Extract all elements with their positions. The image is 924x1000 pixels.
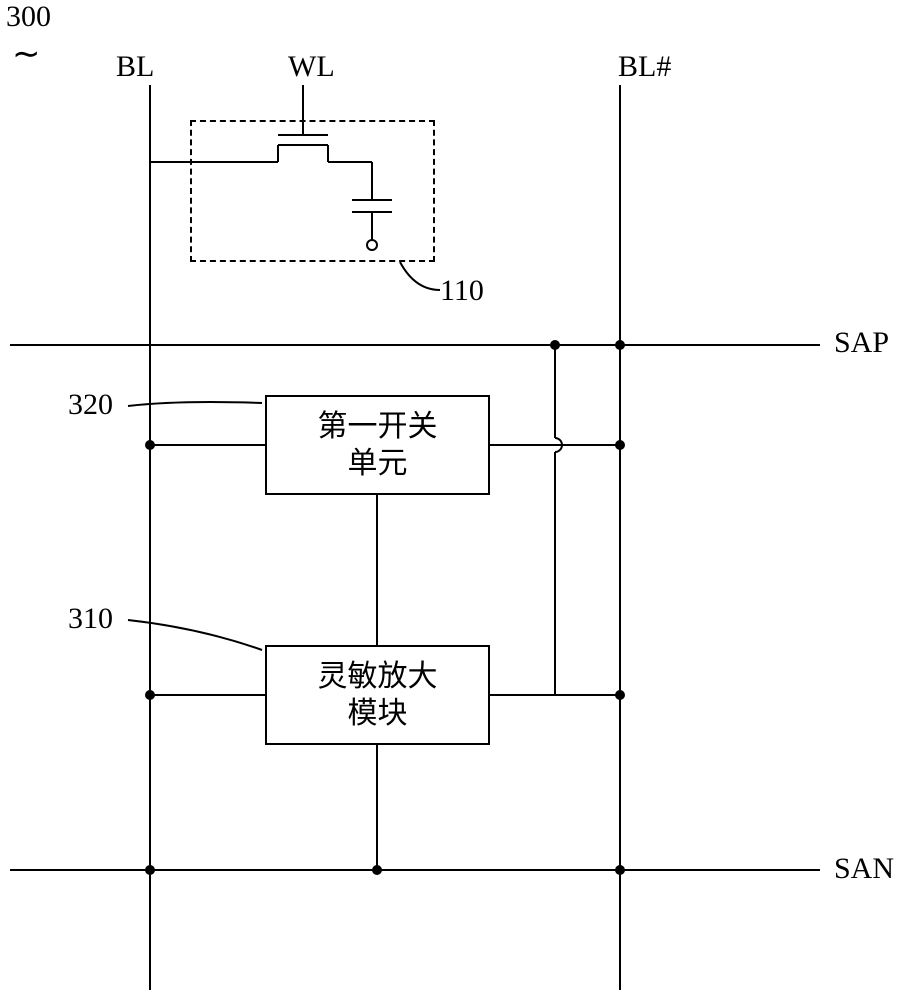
node-blc-sw bbox=[615, 440, 625, 450]
cap-terminal-circle bbox=[367, 240, 377, 250]
leader-320 bbox=[128, 402, 262, 406]
diagram-canvas: 300 ∼ BL WL BL# SAP SAN 110 320 310 第一开关… bbox=[0, 0, 924, 1000]
node-san-tap bbox=[372, 865, 382, 875]
wiring-svg bbox=[0, 0, 924, 1000]
leader-110 bbox=[400, 262, 440, 290]
leader-310 bbox=[128, 620, 262, 650]
node-blc-san bbox=[615, 865, 625, 875]
node-bl-sa bbox=[145, 690, 155, 700]
node-bl-san bbox=[145, 865, 155, 875]
node-sap-tap bbox=[550, 340, 560, 350]
node-blc-sa bbox=[615, 690, 625, 700]
node-blc-sap bbox=[615, 340, 625, 350]
node-bl-sw bbox=[145, 440, 155, 450]
